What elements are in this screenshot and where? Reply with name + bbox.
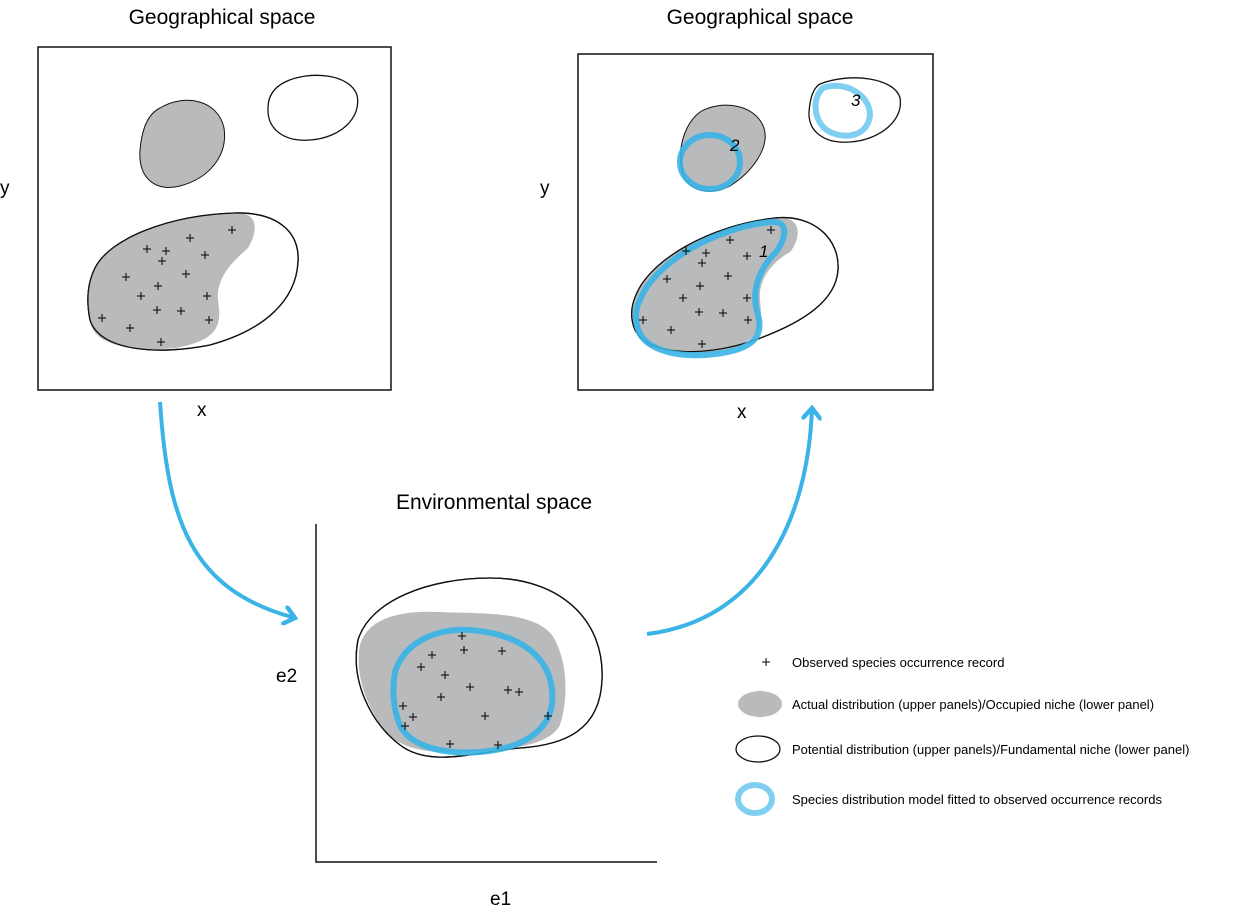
sdm-ring-1 [633,218,788,359]
geo-right-panel: Geographical space y x 1 2 3 [540,6,934,423]
sdm-ring-2 [677,132,743,192]
geo-right-xlabel: x [737,402,747,423]
geo-left-ylabel: y [0,178,10,199]
env-xlabel: e1 [490,889,511,909]
blue-ring-icon [735,782,775,816]
model-label-2: 2 [729,136,740,155]
plus-icon [761,657,771,667]
geo-left-panel: Geographical space y x [0,6,392,421]
arrow-to-geo [646,408,812,636]
model-label-1: 1 [759,242,768,261]
gray-blob-icon [738,691,782,717]
legend-label-3: Potential distribution (upper panels)/Fu… [792,742,1189,757]
actual-distribution-small [139,99,226,188]
sdm-ring-3 [812,82,874,139]
geo-left-title: Geographical space [129,6,316,29]
legend: Observed species occurrence record Actua… [735,655,1189,816]
actual-distribution-large [87,212,255,350]
model-label-3: 3 [851,91,861,110]
env-title: Environmental space [396,491,592,514]
potential-distribution-small [267,74,359,141]
legend-label-1: Observed species occurrence record [792,655,1004,670]
geo-left-frame [37,46,392,391]
geo-right-title: Geographical space [667,6,854,29]
geo-left-xlabel: x [197,400,207,421]
env-panel: Environmental space e2 e1 [276,491,657,909]
arrow-to-env [158,401,295,618]
legend-label-4: Species distribution model fitted to obs… [792,792,1162,807]
potential-distribution-small [808,77,902,143]
env-ylabel: e2 [276,666,297,687]
env-axes [315,524,657,863]
actual-distribution-small [679,104,766,192]
geo-right-ylabel: y [540,178,550,199]
sdm-ring-env [390,626,556,756]
legend-label-2: Actual distribution (upper panels)/Occup… [792,697,1154,712]
geo-right-frame [577,53,934,391]
outline-blob-icon [735,735,781,763]
